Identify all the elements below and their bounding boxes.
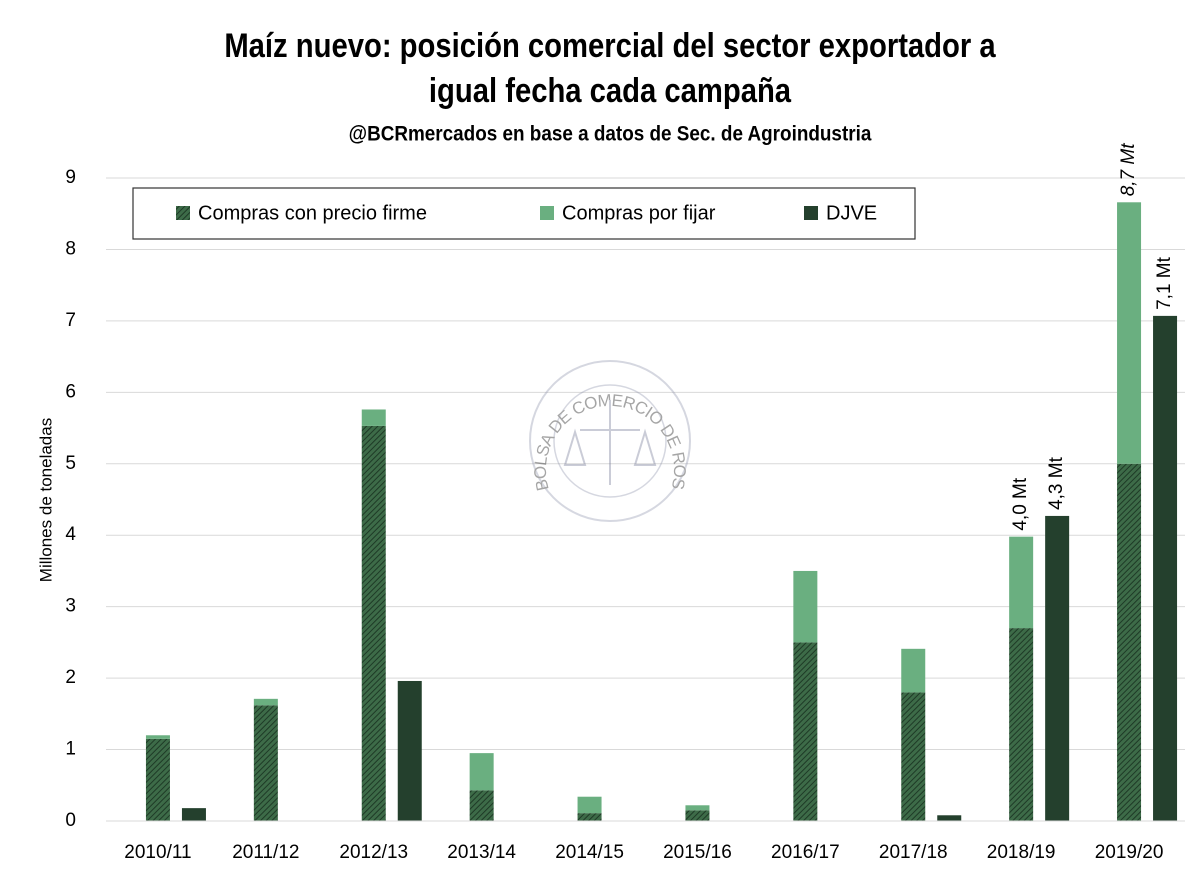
y-tick-label: 0	[65, 810, 76, 831]
legend-label: Compras por fijar	[562, 202, 716, 224]
bar	[469, 790, 494, 821]
annotation: 8,7 Mt	[1118, 143, 1139, 197]
y-tick-label: 4	[65, 524, 76, 545]
x-tick-label: 2015/16	[663, 842, 732, 863]
data-label: 7,1 Mt	[1154, 256, 1175, 310]
x-tick-label: 2016/17	[771, 842, 840, 863]
x-tick-label: 2019/20	[1095, 842, 1164, 863]
chart-title: igual fecha cada campaña	[429, 71, 791, 110]
watermark-emblem	[563, 400, 657, 485]
bar	[361, 409, 386, 426]
bar	[1045, 515, 1070, 821]
y-tick-label: 6	[65, 381, 76, 402]
x-tick-label: 2017/18	[879, 842, 948, 863]
bar	[685, 810, 710, 821]
bar	[901, 692, 926, 821]
legend-swatch	[540, 206, 554, 220]
y-tick-label: 7	[65, 310, 76, 331]
legend-swatch	[804, 206, 818, 220]
bar	[577, 813, 602, 821]
bar	[361, 425, 386, 821]
bar	[1117, 463, 1142, 821]
x-tick-label: 2010/11	[124, 842, 191, 863]
watermark-ring	[529, 360, 691, 522]
y-tick-label: 5	[65, 453, 76, 474]
bar	[1153, 315, 1178, 821]
y-tick-label: 2	[65, 667, 76, 688]
chart-subtitle: @BCRmercados en base a datos de Sec. de …	[349, 123, 873, 146]
watermark-ring	[553, 384, 667, 498]
y-tick-label: 1	[65, 739, 76, 760]
bar	[469, 753, 494, 791]
bar	[1009, 536, 1034, 629]
legend-label: Compras con precio firme	[198, 202, 427, 224]
bar	[253, 698, 278, 706]
bar	[937, 815, 962, 821]
y-tick-label: 3	[65, 596, 76, 617]
legend-label: DJVE	[826, 202, 877, 224]
x-tick-label: 2011/12	[232, 842, 299, 863]
bar	[793, 642, 818, 821]
y-tick-label: 8	[65, 238, 76, 259]
bar	[577, 796, 602, 814]
bar	[145, 735, 170, 739]
legend-box	[132, 187, 916, 240]
bar	[181, 808, 206, 821]
x-tick-label: 2014/15	[555, 842, 624, 863]
bar	[1009, 628, 1034, 821]
x-tick-label: 2012/13	[339, 842, 408, 863]
data-label: 4,3 Mt	[1046, 456, 1067, 510]
bar	[145, 738, 170, 821]
x-tick-label: 2013/14	[447, 842, 516, 863]
y-tick-label: 9	[65, 167, 76, 188]
bar	[397, 680, 422, 821]
legend-swatch	[176, 206, 190, 220]
bar	[685, 805, 710, 811]
bar	[253, 705, 278, 821]
bar	[901, 648, 926, 693]
y-axis-label: Millones de toneladas	[36, 418, 55, 582]
annotation: 4,0 Mt	[1010, 477, 1031, 531]
x-tick-label: 2018/19	[987, 842, 1056, 863]
chart-title: Maíz nuevo: posición comercial del secto…	[224, 26, 996, 65]
bar	[793, 570, 818, 643]
bar	[1117, 202, 1142, 464]
